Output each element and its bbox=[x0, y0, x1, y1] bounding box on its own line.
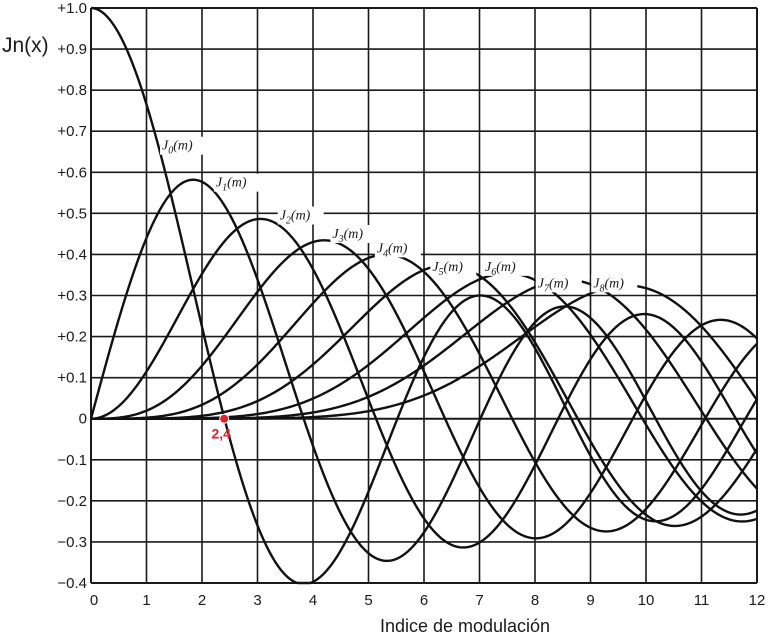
x-tick-label: 6 bbox=[420, 592, 428, 609]
x-tick-label: 7 bbox=[475, 592, 483, 609]
x-tick-label: 5 bbox=[364, 592, 372, 609]
curve-j2m bbox=[90, 217, 759, 549]
curve-j8m bbox=[91, 284, 758, 420]
zero-crossing-marker bbox=[219, 413, 230, 424]
x-tick-label: 12 bbox=[749, 592, 766, 609]
x-tick-label: 11 bbox=[694, 592, 710, 609]
y-tick-label: +0.5 bbox=[57, 205, 87, 222]
x-tick-label: 0 bbox=[90, 592, 98, 609]
x-tick-label: 10 bbox=[638, 592, 655, 609]
curve-label-background bbox=[277, 206, 324, 225]
curve-j0m bbox=[90, 6, 759, 585]
x-axis-label: Indice de modulación bbox=[380, 616, 550, 636]
y-tick-label: +0.4 bbox=[57, 246, 87, 263]
y-tick-label: −0.1 bbox=[57, 452, 87, 469]
curve-label-j7: J7(m) bbox=[538, 276, 569, 294]
y-tick-label: +0.2 bbox=[57, 329, 87, 346]
zero-crossing-label: 2,4 bbox=[211, 426, 231, 442]
curve-j3m bbox=[91, 239, 758, 540]
y-tick-label: +1.0 bbox=[57, 0, 87, 17]
y-tick-label: +0.9 bbox=[57, 41, 87, 58]
curve-label-j6: J6(m) bbox=[485, 260, 516, 278]
x-tick-label: 9 bbox=[586, 592, 594, 609]
curve-labels: J0(m) J1(m) J2(m) J3(m) J4(m) J5(m) J6(m) J7(m)… bbox=[160, 136, 638, 294]
curve-label-j8: J8(m) bbox=[593, 276, 624, 294]
curve-j4m bbox=[91, 253, 758, 533]
y-tick-label: +0.3 bbox=[57, 288, 87, 305]
x-tick-label: 1 bbox=[142, 592, 150, 609]
y-tick-label: +0.6 bbox=[57, 164, 87, 181]
plot-grid bbox=[90, 7, 758, 584]
curve-label-background bbox=[160, 136, 207, 155]
curve-j5m bbox=[91, 263, 759, 528]
bessel-curves bbox=[89, 6, 759, 585]
curve-label-background bbox=[213, 173, 260, 192]
y-tick-label: −0.2 bbox=[57, 493, 87, 510]
curve-label-j1: J1(m) bbox=[216, 176, 247, 194]
curve-label-background bbox=[374, 239, 421, 258]
curve-label-background bbox=[430, 257, 477, 276]
y-tick-label: −0.4 bbox=[57, 575, 87, 592]
annotations: 2,4 bbox=[211, 413, 231, 442]
y-tick-label: −0.3 bbox=[57, 534, 87, 551]
x-tick-label: 8 bbox=[531, 592, 539, 609]
y-tick-label: +0.7 bbox=[57, 123, 87, 140]
curve-label-j0: J0(m) bbox=[162, 139, 193, 157]
x-tick-label: 3 bbox=[253, 592, 261, 609]
y-tick-label: +0.1 bbox=[57, 370, 87, 387]
x-tick-label: 4 bbox=[309, 592, 317, 609]
curve-label-j5: J5(m) bbox=[432, 260, 463, 278]
curve-label-background bbox=[330, 225, 377, 243]
curve-label-background bbox=[483, 257, 530, 276]
x-tick-label: 2 bbox=[198, 592, 206, 609]
curve-label-j4: J4(m) bbox=[377, 241, 408, 259]
y-axis-label: Jn(x) bbox=[2, 34, 49, 57]
y-tick-label: +0.8 bbox=[57, 82, 87, 99]
y-tick-label: 0 bbox=[79, 411, 87, 428]
curve-label-background bbox=[535, 274, 582, 293]
curve-label-j2: J2(m) bbox=[280, 209, 311, 227]
axis-ticks: +1.0 +0.9 +0.8 +0.7 +0.6 +0.5 +0.4 +0.3 +0.2 +0.1… bbox=[57, 0, 765, 609]
curve-label-j3: J3(m) bbox=[332, 227, 363, 245]
curve-label-background bbox=[591, 274, 638, 293]
curve-j1m bbox=[89, 178, 758, 563]
